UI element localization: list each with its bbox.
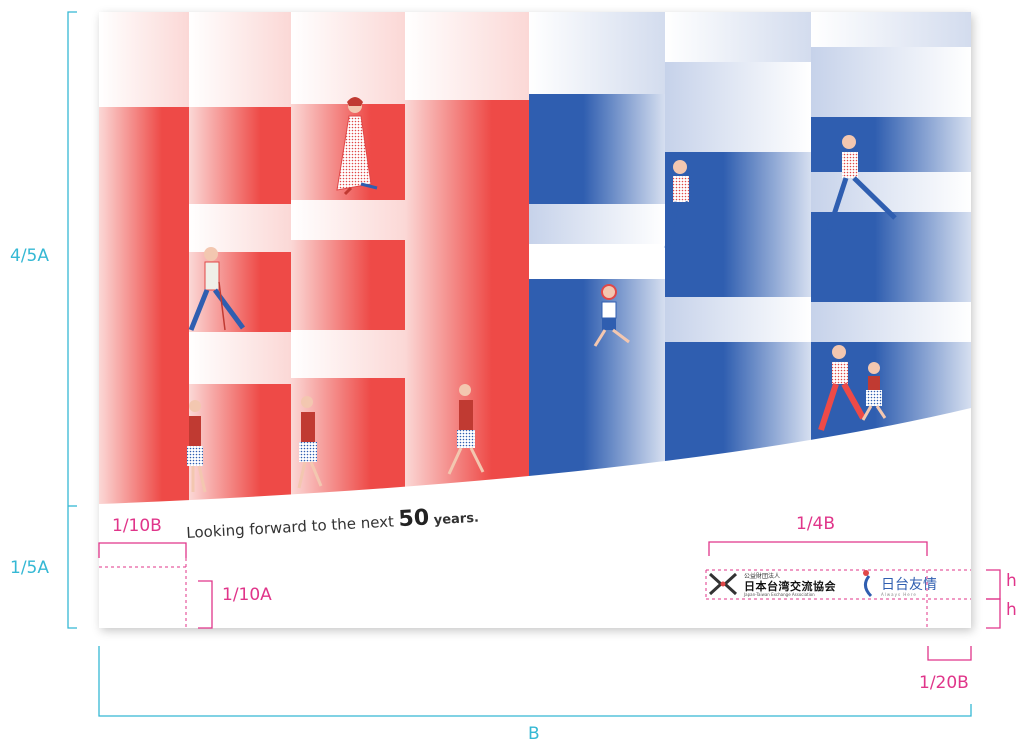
poster-card: Looking forward to the next 50 years. 公益… bbox=[99, 12, 971, 628]
dim-label-logo-height-1: h bbox=[1006, 571, 1017, 591]
walking-grandparent-child bbox=[818, 345, 887, 431]
checker-band bbox=[99, 12, 971, 504]
friendship-logo: 日台友情 Always Here bbox=[859, 566, 939, 602]
walking-elderly-man bbox=[188, 247, 246, 331]
tagline-suffix: years. bbox=[428, 510, 480, 529]
jtea-small-label: 公益財団法人 bbox=[744, 573, 781, 580]
walking-boy-1 bbox=[664, 160, 714, 250]
tagline-number: 50 bbox=[397, 505, 430, 533]
dim-label-margin-right: 1/20B bbox=[919, 673, 969, 693]
jtea-cross-icon bbox=[708, 572, 738, 596]
poster-artwork bbox=[99, 12, 971, 504]
dim-label-margin-bottom: 1/10A bbox=[222, 585, 272, 605]
logo-group: 公益財団法人 日本台湾交流協会 Japan-Taiwan Exchange As… bbox=[707, 566, 967, 602]
jtea-english: Japan-Taiwan Exchange Association bbox=[744, 592, 815, 597]
walking-woman-dress bbox=[336, 97, 378, 196]
dim-label-width-total: B bbox=[528, 724, 540, 744]
walking-girl-3 bbox=[447, 384, 485, 475]
friendship-emblem-icon bbox=[863, 570, 873, 598]
dim-label-height-top: 4/5A bbox=[10, 246, 49, 266]
jtea-name: 日本台湾交流協会 bbox=[744, 580, 836, 593]
dim-label-margin-left: 1/10B bbox=[112, 516, 162, 536]
dim-label-logo-height-2: h bbox=[1006, 600, 1017, 620]
walking-girl-2 bbox=[297, 396, 323, 489]
dim-label-height-bottom: 1/5A bbox=[10, 558, 49, 578]
jtea-logo: 公益財団法人 日本台湾交流協会 Japan-Taiwan Exchange As… bbox=[707, 569, 847, 599]
friendship-name: 日台友情 bbox=[881, 577, 937, 593]
walking-child bbox=[593, 284, 630, 347]
walking-boy-2 bbox=[826, 135, 897, 231]
walking-girl-1 bbox=[187, 400, 207, 493]
dim-label-logo-width: 1/4B bbox=[796, 514, 836, 534]
friendship-sub: Always Here bbox=[881, 592, 917, 597]
